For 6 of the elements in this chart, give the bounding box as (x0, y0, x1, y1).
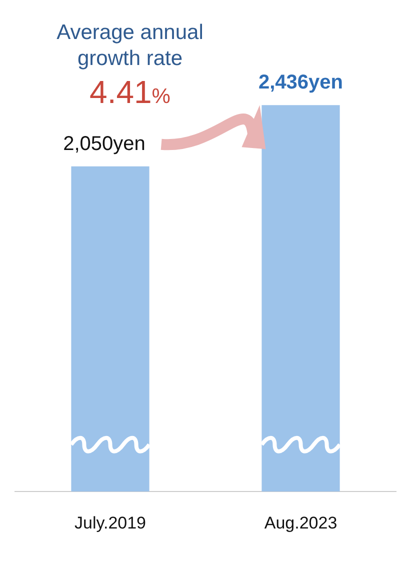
x-tick-label: July.2019 (74, 513, 146, 532)
data-label: 2,436yen (258, 72, 344, 94)
x-tick-label: Aug.2023 (264, 513, 338, 532)
annotation: 4.41% (88, 74, 172, 111)
data-label: 2,050yen (63, 132, 146, 155)
text: Average annual growth rate (56, 20, 204, 72)
